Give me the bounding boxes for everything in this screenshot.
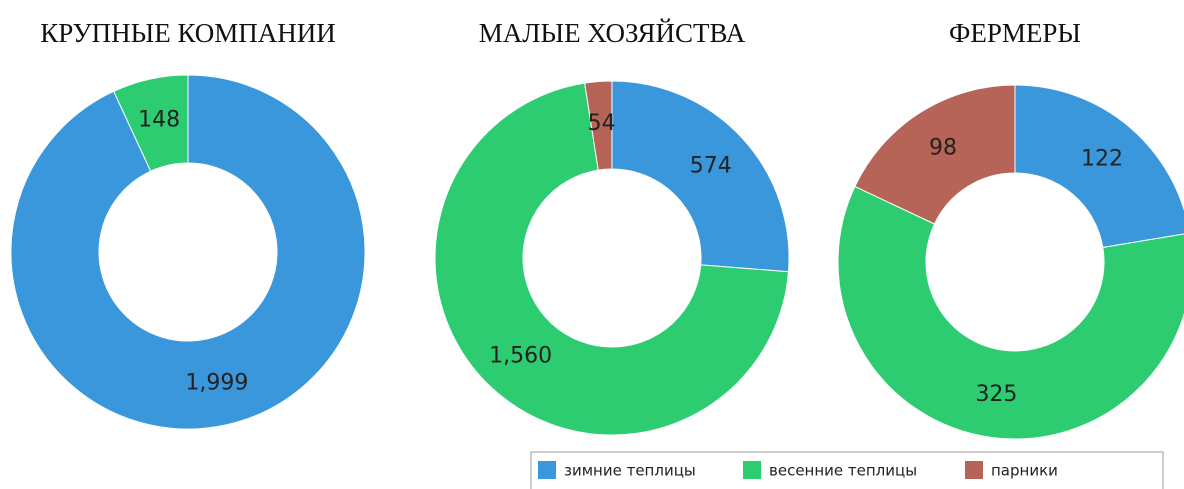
chart-title: ФЕРМЕРЫ xyxy=(949,18,1081,48)
legend-label: весенние теплицы xyxy=(769,462,917,480)
chart-title: КРУПНЫЕ КОМПАНИИ xyxy=(40,18,336,48)
donut-slice xyxy=(837,185,1184,440)
legend-swatch xyxy=(538,461,556,479)
data-label: 122 xyxy=(1081,146,1123,171)
legend-swatch xyxy=(965,461,983,479)
legend-swatch xyxy=(743,461,761,479)
data-label: 98 xyxy=(929,135,957,160)
data-label: 1,560 xyxy=(489,344,552,369)
data-label: 574 xyxy=(690,154,732,179)
data-label: 1,999 xyxy=(185,370,248,395)
donut-slice xyxy=(113,74,189,172)
legend-label: зимние теплицы xyxy=(564,462,696,480)
data-label: 54 xyxy=(588,111,616,136)
legend-label: парники xyxy=(991,462,1058,480)
chart-title: МАЛЫЕ ХОЗЯЙСТВА xyxy=(479,18,746,48)
donut-slice xyxy=(854,84,1016,225)
data-label: 148 xyxy=(138,108,180,133)
donut-slice xyxy=(1014,84,1184,249)
donut-slice xyxy=(434,82,790,436)
data-label: 325 xyxy=(975,382,1017,407)
donut-slice xyxy=(10,74,366,430)
donut-slice xyxy=(584,80,613,171)
legend-box xyxy=(530,451,1164,489)
donut-slice xyxy=(611,80,790,273)
